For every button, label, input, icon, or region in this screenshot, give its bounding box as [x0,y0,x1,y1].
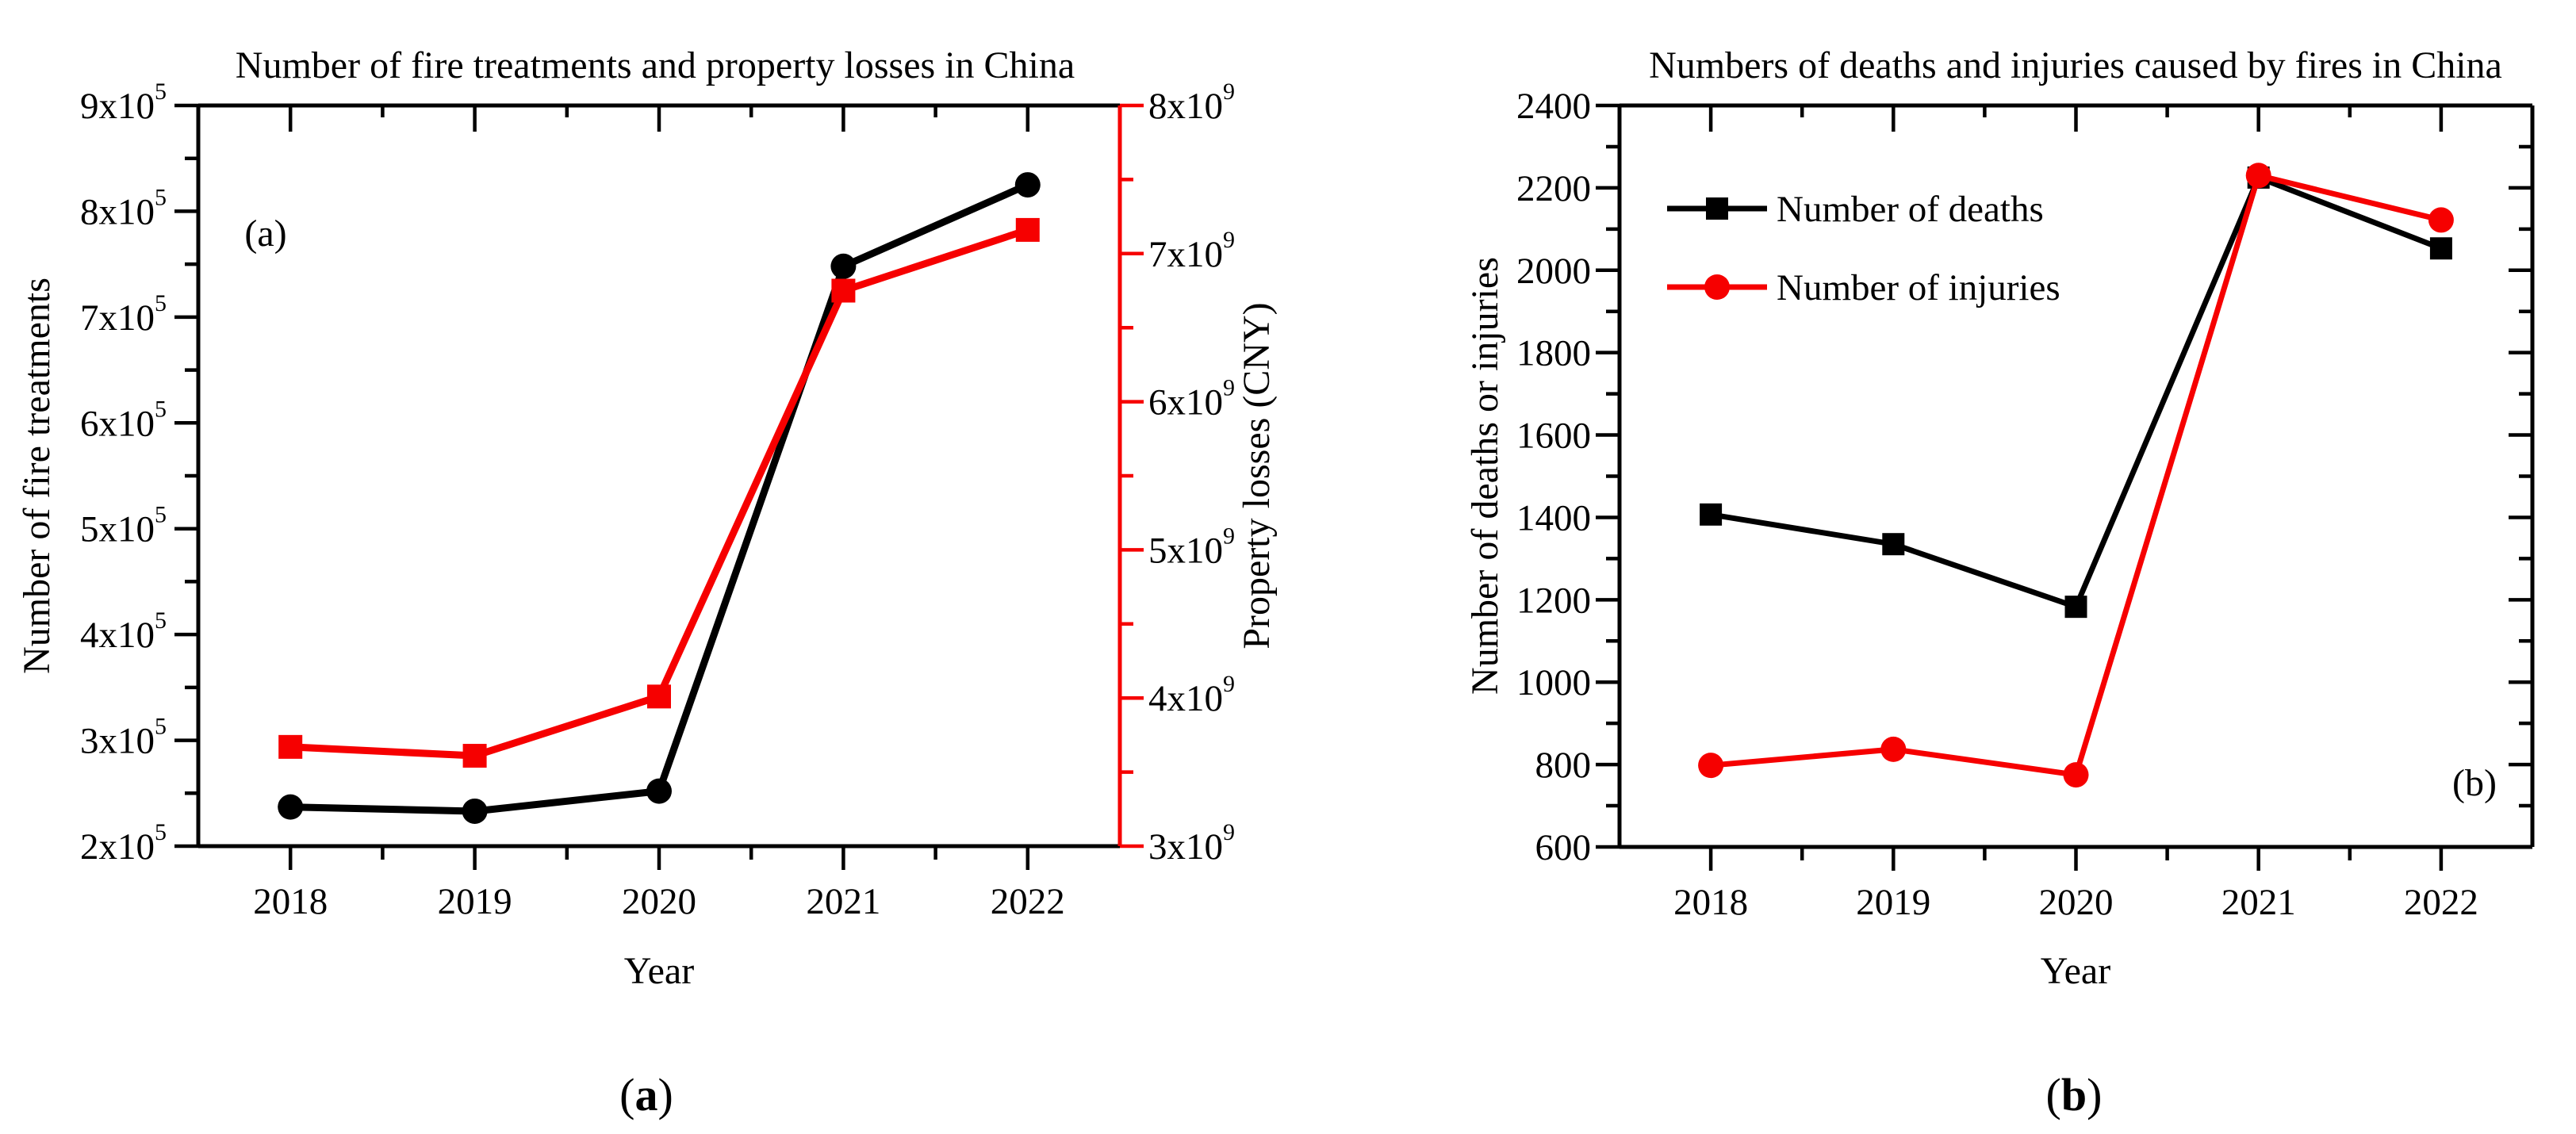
series-property-losses-cny- [278,217,1040,768]
series-property-losses-cny--line [286,226,1032,760]
chart-b-left-axis-title: Number of deaths or injuries [1464,257,1506,695]
series-number-of-fire-treatments-marker [278,794,304,820]
y-tick-label: 9x105 [80,79,167,127]
x-tick-label: 2019 [438,881,512,922]
series-number-of-injuries-line [1708,172,2444,778]
series-number-of-fire-treatments-marker [1014,172,1041,198]
x-tick-label: 2020 [622,881,696,922]
y-tick-label: 1400 [1516,497,1591,538]
y-tick-label: 600 [1535,827,1592,868]
series-number-of-injuries [1698,163,2454,788]
y-tick-label: 3x105 [80,714,167,762]
right-tick-label: 8x109 [1148,79,1235,127]
chart-a-caption-letter: a [635,1069,658,1121]
chart-b-caption-letter: b [2061,1069,2087,1121]
legend-item-2 [1667,274,1767,300]
chart-a-title: Number of fire treatments and property l… [236,44,1075,86]
y-tick-label: 1000 [1516,662,1591,703]
series-property-losses-cny--marker [1015,217,1040,242]
series-number-of-deaths-marker [1882,533,1905,556]
chart-a-caption-close: ) [658,1069,673,1121]
series-property-losses-cny--marker [462,744,487,768]
right-tick-label: 7x109 [1148,227,1235,275]
y-tick-label: 1200 [1516,580,1591,621]
chart-b-plot-area: 2018 2019 2020 2021 2022 600 800 1000 1200 1400 16… [1516,86,2535,923]
x-tick-label: 2021 [2221,882,2296,923]
y-tick-label: 2400 [1516,86,1591,127]
y-tick-label: 6x105 [80,396,167,444]
series-number-of-injuries-marker [2063,762,2089,788]
x-tick-label: 2022 [2404,882,2478,923]
series-number-of-fire-treatments-marker [830,253,857,279]
series-number-of-fire-treatments-line [286,181,1032,815]
series-number-of-fire-treatments [278,172,1041,824]
chart-a-x-axis-title: Year [624,950,694,992]
y-tick-label: 1800 [1516,333,1591,374]
series-number-of-deaths-marker [2429,237,2452,260]
chart-b-legend-label-injuries: Number of injuries [1777,267,2060,308]
x-tick-label: 2022 [991,881,1065,922]
chart-b-legend: Number of deaths Number of injuries [1777,189,2060,308]
series-number-of-deaths-line [1708,174,2444,610]
series-number-of-fire-treatments-marker [462,798,488,824]
series-number-of-injuries-marker [2428,207,2454,233]
legend-item-1 [1667,197,1767,220]
series-property-losses-cny--marker [278,734,303,759]
chart-a-caption-open: ( [619,1069,634,1121]
y-tick-label: 5x105 [80,502,167,550]
chart-b-caption-open: ( [2046,1069,2061,1121]
right-tick-label: 4x109 [1148,671,1235,719]
chart-a-plot-area: 2018 2019 2020 2021 2022 2x105 3x105 4x105 5x105… [80,79,1235,922]
x-tick-label: 2021 [806,881,880,922]
chart-b-panel-label: (b) [2452,762,2497,804]
legend-circle-marker [1704,274,1730,300]
x-tick-label: 2020 [2039,882,2114,923]
chart-a: 2018 2019 2020 2021 2022 2x105 3x105 4x105 5x105… [16,44,1278,1121]
series-number-of-deaths-marker [2064,596,2087,619]
x-tick-label: 2018 [1673,882,1748,923]
chart-a-right-axis-title: Property losses (CNY) [1236,302,1278,649]
y-tick-label: 2x105 [80,819,167,868]
series-number-of-deaths-marker [1700,503,1723,526]
y-tick-label: 7x105 [80,290,167,339]
y-tick-label: 800 [1535,745,1592,786]
chart-a-caption: (a) [619,1069,673,1121]
chart-a-panel-label: (a) [244,213,286,255]
y-tick-label: 4x105 [80,607,167,656]
chart-b-legend-label-deaths: Number of deaths [1777,189,2044,230]
chart-b-caption: (b) [2046,1069,2103,1121]
y-tick-label: 2200 [1516,168,1591,209]
series-number-of-deaths [1700,166,2452,619]
chart-b-title: Numbers of deaths and injuries caused by… [1649,44,2502,86]
x-tick-label: 2019 [1856,882,1930,923]
series-number-of-injuries-marker [2245,163,2271,189]
y-tick-label: 8x105 [80,184,167,232]
chart-a-left-axis-title: Number of fire treatments [16,278,58,674]
series-property-losses-cny--marker [647,684,671,709]
right-tick-label: 5x109 [1148,523,1235,571]
series-number-of-injuries-marker [1698,753,1724,779]
y-tick-label: 1600 [1516,416,1591,457]
series-number-of-fire-treatments-marker [646,778,672,804]
chart-b-caption-close: ) [2087,1069,2102,1121]
chart-b-x-axis-title: Year [2041,950,2110,992]
right-tick-label: 3x109 [1148,819,1235,868]
chart-b: 2018 2019 2020 2021 2022 600 800 1000 1200 1400 16… [1464,44,2535,1121]
series-number-of-injuries-marker [1880,736,1907,762]
y-tick-label: 2000 [1516,251,1591,292]
right-tick-label: 6x109 [1148,375,1235,423]
x-tick-label: 2018 [253,881,328,922]
series-property-losses-cny--marker [831,278,856,303]
legend-square-marker [1706,197,1728,220]
